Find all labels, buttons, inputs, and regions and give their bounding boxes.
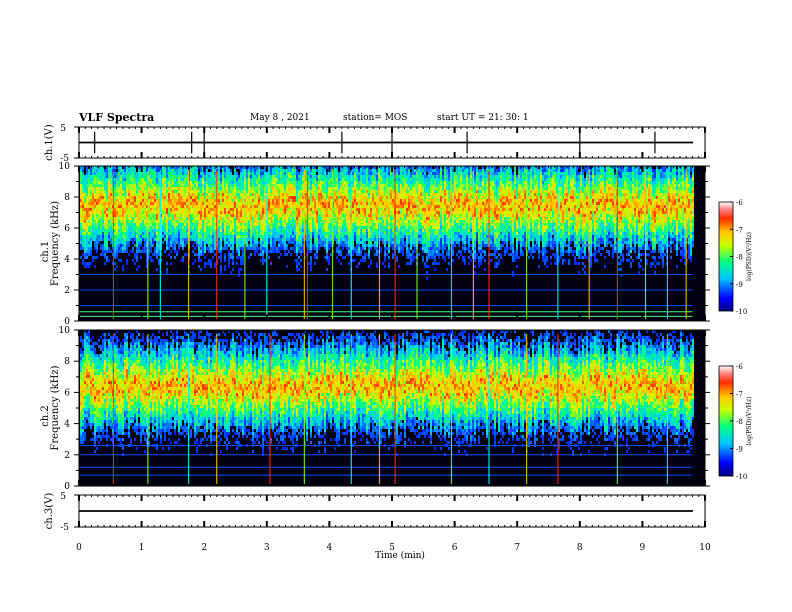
ytick-label: 10	[59, 162, 71, 172]
xtick-label: 4	[327, 543, 333, 553]
xtick-label: 3	[264, 543, 270, 553]
colorbar-ticklabel: -10	[736, 308, 747, 316]
axis-ylabel: ch.1	[40, 241, 51, 263]
colorbar-ticklabel: -9	[736, 446, 743, 454]
axis-ylabel: ch.2	[40, 405, 51, 427]
colorbar-ticklabel: -6	[736, 363, 743, 371]
xtick-label: 6	[452, 543, 458, 553]
ytick-label: 4	[64, 255, 70, 265]
colorbar-ticklabel: -7	[736, 226, 743, 234]
ytick-label: 0	[64, 482, 70, 492]
axis-ylabel: Frequency (kHz)	[50, 365, 61, 450]
ytick-label: 0	[64, 317, 70, 327]
start-time-label: start UT = 21: 30: 1	[437, 113, 529, 123]
ytick-label: 5	[60, 124, 66, 134]
ytick-label: 4	[64, 420, 70, 430]
spectrogram-ch1	[79, 166, 705, 321]
colorbar-ticklabel: -10	[736, 473, 747, 481]
date-label: May 8 , 2021	[250, 113, 310, 123]
xtick-label: 0	[76, 543, 82, 553]
colorbar-ticklabel: -7	[736, 391, 743, 399]
colorbar-ticklabel: -8	[736, 254, 743, 262]
xtick-label: 1	[139, 543, 145, 553]
ytick-label: 8	[64, 357, 70, 367]
ytick-label: 10	[59, 326, 71, 336]
colorbar-label: log(PSD)(V²/Hz)	[746, 232, 753, 281]
xtick-label: 2	[201, 543, 207, 553]
axis-ylabel: Frequency (kHz)	[50, 201, 61, 286]
ytick-label: 2	[64, 286, 70, 296]
xtick-label: 9	[640, 543, 646, 553]
ytick-label: 6	[64, 224, 70, 234]
spectrogram-ch2	[79, 330, 705, 486]
colorbar-ticklabel: -8	[736, 418, 743, 426]
colorbar-ticklabel: -9	[736, 281, 743, 289]
ytick-label: 8	[64, 193, 70, 203]
xtick-label: 10	[699, 543, 711, 553]
xtick-label: 7	[514, 543, 520, 553]
colorbar-label: log(PSD)(V²/Hz)	[746, 397, 753, 446]
xtick-label: 8	[577, 543, 583, 553]
station-label: station= MOS	[343, 113, 407, 123]
ytick-label: -5	[60, 523, 69, 533]
axis-ylabel: ch.3(V)	[44, 493, 55, 530]
xtick-label: 5	[389, 543, 395, 553]
colorbar-ticklabel: -6	[736, 199, 743, 207]
ytick-label: 5	[60, 492, 66, 502]
ytick-label: 6	[64, 388, 70, 398]
axis-xlabel: Time (min)	[375, 550, 425, 561]
ytick-label: -5	[60, 154, 69, 164]
axis-ylabel: ch.1(V)	[44, 124, 55, 161]
ytick-label: 2	[64, 451, 70, 461]
figure-title: VLF Spectra	[79, 111, 154, 124]
